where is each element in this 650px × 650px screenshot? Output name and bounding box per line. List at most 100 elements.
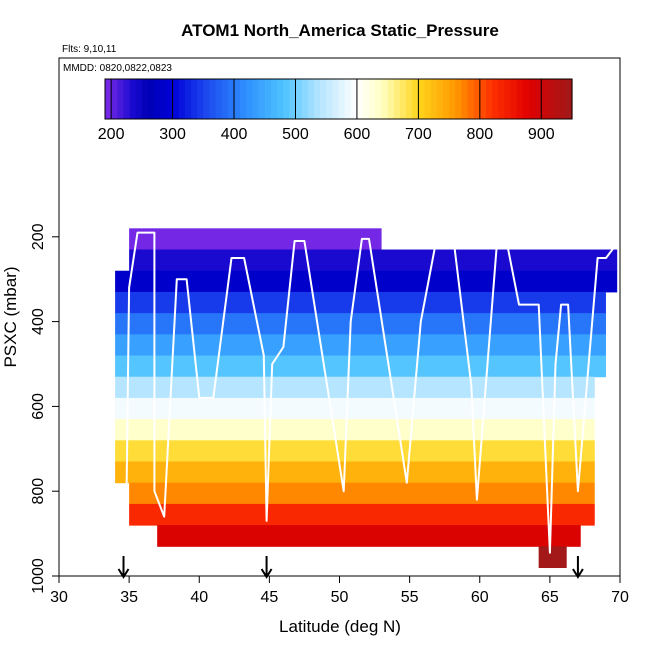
- x-tick-label-8: 70: [611, 589, 629, 606]
- colorbar-segment-74: [559, 79, 567, 119]
- colorbar-segment-35: [320, 79, 327, 119]
- colorbar-segment-5: [135, 79, 143, 119]
- colorbar-segment-64: [498, 79, 506, 119]
- colorbar-segment-49: [406, 79, 413, 119]
- colorbar-segment-1: [111, 79, 118, 119]
- colorbar-segment-40: [350, 79, 358, 119]
- colorbar-segment-21: [234, 79, 241, 119]
- x-tick-label-3: 45: [260, 589, 278, 606]
- heatmap-row-2: [115, 270, 618, 293]
- colorbar-tick-label-1: 300: [159, 126, 186, 143]
- colorbar-segment-57: [455, 79, 462, 119]
- colorbar-segment-39: [344, 79, 352, 119]
- colorbar-segment-59: [467, 79, 475, 119]
- heatmap-row-14: [157, 525, 581, 547]
- colorbar-tick-label-0: 200: [98, 126, 125, 143]
- y-tick-label-1: 400: [30, 308, 47, 335]
- colorbar-segment-25: [258, 79, 266, 119]
- heatmap-row-5: [115, 334, 606, 357]
- colorbar-segment-58: [461, 79, 469, 119]
- x-tick-label-7: 65: [541, 589, 559, 606]
- heatmap-cells: [115, 228, 618, 569]
- colorbar-segment-41: [356, 79, 364, 119]
- colorbar-segment-27: [270, 79, 278, 119]
- y-tick-label-0: 200: [30, 223, 47, 250]
- heatmap-row-4: [115, 313, 606, 335]
- flight-markers: [117, 556, 584, 579]
- colorbar-segment-14: [191, 79, 198, 119]
- colorbar-segment-11: [172, 79, 180, 119]
- colorbar-segment-56: [449, 79, 456, 119]
- heatmap-row-13: [129, 503, 595, 526]
- colorbar-segment-15: [197, 79, 204, 119]
- colorbar-segment-12: [178, 79, 186, 119]
- colorbar-segment-24: [252, 79, 260, 119]
- colorbar-segment-7: [148, 79, 155, 119]
- colorbar-segment-37: [332, 79, 340, 119]
- colorbar-segment-47: [393, 79, 401, 119]
- colorbar-segment-70: [535, 79, 542, 119]
- colorbar-tick-label-4: 600: [344, 126, 371, 143]
- flight-track-line: [125, 231, 618, 554]
- colorbar-segment-68: [522, 79, 530, 119]
- flight-track: [125, 231, 618, 554]
- heatmap-row-15: [538, 546, 567, 569]
- colorbar-segment-52: [424, 79, 432, 119]
- colorbar: 200 300 400 500 600 700 800 900: [98, 78, 573, 143]
- colorbar-segment-60: [473, 79, 481, 119]
- x-tick-label-1: 35: [120, 589, 138, 606]
- colorbar-segment-62: [485, 79, 493, 119]
- heatmap-row-6: [115, 355, 606, 378]
- colorbar-segment-17: [209, 79, 217, 119]
- colorbar-segment-3: [123, 79, 131, 119]
- colorbar-segment-61: [479, 79, 487, 119]
- colorbar-tick-label-3: 500: [282, 126, 309, 143]
- colorbar-segment-33: [307, 79, 315, 119]
- colorbar-segment-65: [504, 79, 512, 119]
- colorbar-segment-44: [375, 79, 383, 119]
- chart-title: ATOM1 North_America Static_Pressure: [181, 21, 499, 40]
- colorbar-segment-34: [313, 79, 321, 119]
- colorbar-segment-55: [442, 79, 450, 119]
- colorbar-segment-46: [387, 79, 395, 119]
- colorbar-segment-48: [399, 79, 407, 119]
- colorbar-segment-23: [246, 79, 254, 119]
- flights-label: Flts: 9,10,11: [62, 44, 117, 55]
- colorbar-segment-18: [215, 79, 223, 119]
- down-arrow-icon: [117, 556, 130, 579]
- colorbar-segment-73: [553, 79, 561, 119]
- x-axis: 30 35 40 45 50 55 60 65 70: [50, 576, 629, 606]
- colorbar-segment-8: [154, 79, 161, 119]
- down-arrow-icon: [572, 556, 584, 579]
- colorbar-segment-13: [184, 79, 192, 119]
- colorbar-segment-66: [510, 79, 518, 119]
- heatmap-row-0: [129, 228, 382, 251]
- colorbar-segment-71: [541, 79, 549, 119]
- colorbar-segment-45: [381, 79, 389, 119]
- x-axis-label: Latitude (deg N): [279, 617, 401, 636]
- heatmap-row-9: [115, 419, 595, 441]
- colorbar-segment-4: [129, 79, 137, 119]
- x-tick-label-0: 30: [50, 589, 68, 606]
- colorbar-segment-67: [516, 79, 524, 119]
- colorbar-tick-label-7: 900: [528, 126, 555, 143]
- colorbar-segment-19: [221, 79, 229, 119]
- colorbar-segment-43: [369, 79, 376, 119]
- colorbar-segment-42: [363, 79, 370, 119]
- colorbar-segment-38: [338, 79, 346, 119]
- heatmap-row-12: [129, 482, 595, 505]
- colorbar-border: [104, 78, 573, 120]
- colorbar-segment-50: [412, 79, 419, 119]
- heatmap-row-7: [115, 376, 595, 399]
- y-tick-label-3: 800: [30, 478, 47, 505]
- colorbar-segment-54: [436, 79, 444, 119]
- y-axis: 200 400 600 800 1000: [30, 223, 59, 594]
- heatmap-row-11: [115, 461, 595, 484]
- x-tick-label-2: 40: [190, 589, 208, 606]
- y-axis-label: PSXC (mbar): [1, 266, 20, 367]
- colorbar-segment-51: [418, 79, 426, 119]
- colorbar-segment-16: [203, 79, 211, 119]
- colorbar-segment-31: [295, 79, 303, 119]
- colorbar-segment-29: [283, 79, 290, 119]
